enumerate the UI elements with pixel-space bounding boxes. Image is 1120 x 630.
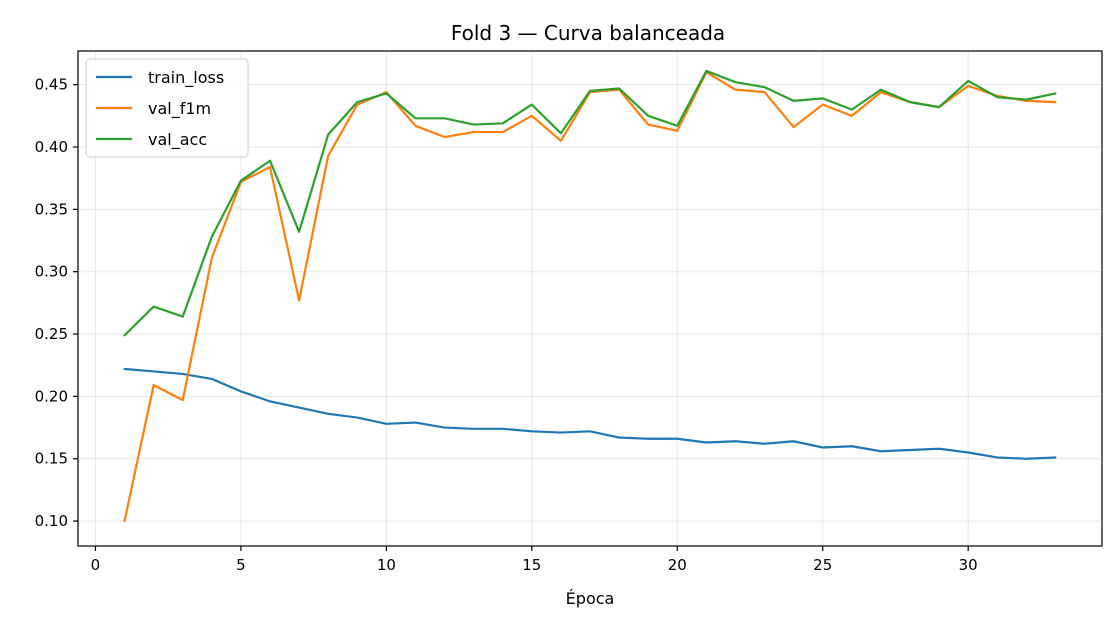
x-tick-label: 10	[377, 556, 396, 574]
y-tick-label: 0.30	[35, 263, 68, 281]
grid	[78, 51, 1102, 546]
y-tick-label: 0.25	[35, 325, 68, 343]
y-tick-label: 0.10	[35, 512, 68, 530]
legend-label-val-f1m: val_f1m	[148, 99, 211, 119]
x-tick-label: 30	[959, 556, 978, 574]
x-tick-label: 20	[668, 556, 687, 574]
y-tick-label: 0.15	[35, 450, 68, 468]
legend-box	[85, 58, 249, 158]
legend-label-train-loss: train_loss	[148, 68, 224, 88]
y-tick-label: 0.35	[35, 200, 68, 218]
x-tick-label: 15	[522, 556, 541, 574]
x-tick-label: 0	[91, 556, 101, 574]
x-axis-label: Época	[566, 589, 615, 608]
y-tick-label: 0.40	[35, 138, 68, 156]
x-tick-label: 5	[236, 556, 246, 574]
y-tick-label: 0.45	[35, 76, 68, 94]
series-lines	[123, 69, 1057, 523]
axis-ticks: 0 5 10 15 20 25 30 0.10 0.15 0.20 0.25 0.30 0.35 0.40…	[35, 76, 978, 574]
x-tick-label: 25	[813, 556, 832, 574]
chart-title: Fold 3 — Curva balanceada	[451, 21, 725, 45]
plot-frame	[77, 50, 1103, 547]
y-tick-label: 0.20	[35, 387, 68, 405]
legend-label-val-acc: val_acc	[148, 130, 207, 150]
legend: train_loss val_f1m val_acc	[85, 58, 249, 158]
